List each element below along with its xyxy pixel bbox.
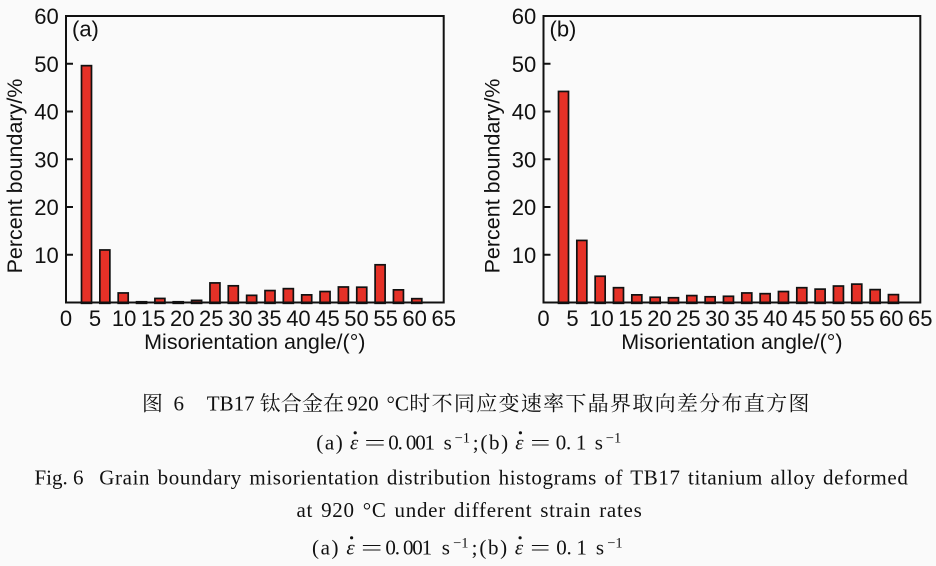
svg-text:55: 55	[850, 306, 874, 331]
svg-text:50: 50	[34, 52, 58, 77]
svg-text:60: 60	[512, 4, 536, 29]
svg-text:0: 0	[60, 306, 72, 331]
svg-text:5: 5	[566, 306, 578, 331]
svg-text:s: s	[442, 535, 450, 559]
svg-text:10: 10	[34, 243, 58, 268]
svg-text:50: 50	[344, 306, 368, 331]
svg-text:6: 6	[174, 392, 185, 416]
svg-text:920: 920	[347, 392, 379, 416]
svg-text:20: 20	[34, 195, 58, 220]
svg-text:;: ;	[472, 535, 478, 559]
svg-text:40: 40	[512, 100, 536, 125]
svg-text:60: 60	[879, 306, 903, 331]
svg-text:(a): (a)	[72, 17, 99, 42]
svg-text:0. 1: 0. 1	[556, 535, 586, 559]
svg-text:=: =	[364, 431, 385, 454]
svg-text:ε: ε	[515, 535, 524, 559]
svg-text:−1: −1	[455, 430, 470, 446]
svg-text:(a): (a)	[312, 535, 340, 559]
svg-text:=: =	[530, 536, 550, 559]
svg-text:=: =	[530, 431, 550, 454]
svg-text:−1: −1	[607, 535, 622, 551]
svg-text:30: 30	[705, 306, 729, 331]
svg-text:(b): (b)	[479, 535, 508, 559]
svg-text:(b): (b)	[550, 17, 577, 42]
svg-text:0. 1: 0. 1	[556, 430, 586, 454]
svg-text:−1: −1	[606, 430, 621, 446]
svg-text:40: 40	[763, 306, 787, 331]
svg-text:35: 35	[734, 306, 758, 331]
svg-text:65: 65	[431, 306, 455, 331]
svg-text:60: 60	[402, 306, 426, 331]
svg-text:55: 55	[373, 306, 397, 331]
svg-text:15: 15	[141, 306, 165, 331]
svg-text:ε: ε	[515, 430, 524, 454]
svg-text:−1: −1	[453, 535, 468, 551]
svg-text:50: 50	[821, 306, 845, 331]
svg-text:60: 60	[34, 4, 58, 29]
svg-text:Fig. 6 Grain boundary misori: Fig. 6 Grain boundary misorientation dis…	[35, 465, 909, 489]
svg-text:s: s	[444, 430, 452, 454]
svg-text:10: 10	[512, 243, 536, 268]
svg-text:0. 001: 0. 001	[385, 535, 431, 559]
svg-text:s: s	[595, 430, 603, 454]
svg-text:(b): (b)	[480, 430, 509, 454]
svg-text:35: 35	[257, 306, 281, 331]
svg-text:Percent boundary/%: Percent boundary/%	[480, 79, 504, 274]
svg-text:45: 45	[792, 306, 816, 331]
svg-text:ε: ε	[350, 430, 359, 454]
svg-text:30: 30	[512, 147, 536, 172]
svg-text:65: 65	[908, 306, 932, 331]
svg-text:40: 40	[286, 306, 310, 331]
svg-text:25: 25	[676, 306, 700, 331]
svg-text:30: 30	[34, 147, 58, 172]
svg-text:at 920 °C under different stra: at 920 °C under different strain rates	[297, 498, 643, 522]
svg-text:10: 10	[589, 306, 613, 331]
svg-text:(a): (a)	[316, 430, 344, 454]
svg-text:0: 0	[537, 306, 549, 331]
svg-text:20: 20	[512, 195, 536, 220]
svg-text:45: 45	[315, 306, 339, 331]
svg-text:Percent boundary/%: Percent boundary/%	[3, 79, 27, 274]
svg-text:=: =	[361, 536, 382, 559]
svg-text:20: 20	[647, 306, 671, 331]
svg-text:50: 50	[512, 52, 536, 77]
svg-text:°C: °C	[387, 392, 409, 416]
svg-text:0. 001: 0. 001	[388, 430, 434, 454]
svg-text:20: 20	[170, 306, 194, 331]
svg-text:Misorientation angle/(°): Misorientation angle/(°)	[621, 330, 842, 354]
svg-text:5: 5	[89, 306, 101, 331]
svg-text:;: ;	[473, 430, 479, 454]
svg-text:40: 40	[34, 100, 58, 125]
svg-text:10: 10	[112, 306, 136, 331]
svg-text:25: 25	[199, 306, 223, 331]
svg-text:Misorientation angle/(°): Misorientation angle/(°)	[144, 330, 365, 354]
svg-text:15: 15	[618, 306, 642, 331]
svg-text:s: s	[596, 535, 604, 559]
svg-text:TB17: TB17	[207, 392, 255, 416]
svg-text:30: 30	[228, 306, 252, 331]
svg-text:ε: ε	[346, 535, 355, 559]
